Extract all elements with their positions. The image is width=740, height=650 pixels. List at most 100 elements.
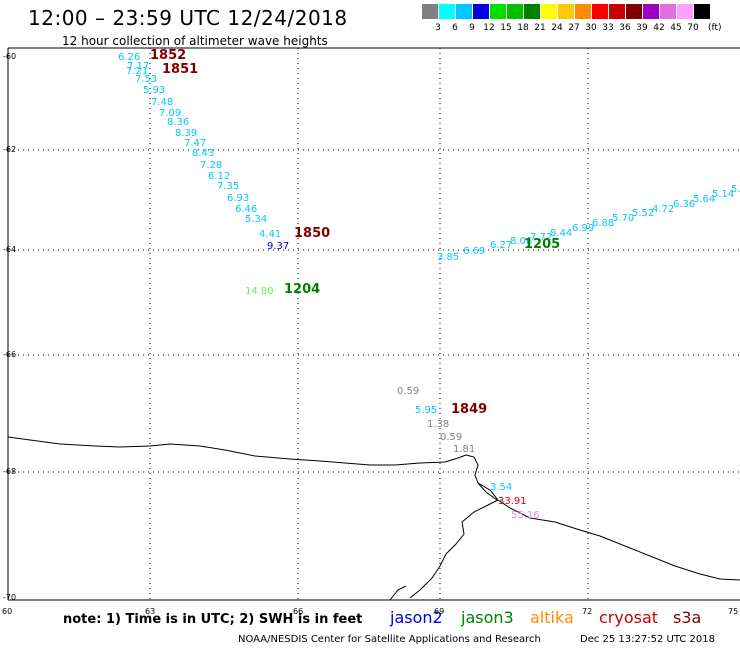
satellite-name: s3a	[673, 608, 702, 627]
amery-ice-shelf-coast	[409, 499, 499, 599]
wave-height-label: 33.91	[498, 496, 527, 507]
longitude-label: 63	[145, 607, 156, 616]
legend-label: 12	[483, 23, 495, 33]
latitude-label: -70	[3, 593, 17, 602]
wave-height-label: 7.21	[126, 66, 149, 77]
pass-time-label: 1204	[284, 282, 321, 297]
pass-time-label: 1852	[150, 48, 187, 63]
legend-label: 27	[568, 23, 580, 33]
wave-height-label: 7.53	[135, 74, 158, 85]
legend-swatch	[558, 4, 574, 19]
wave-height-label: 4.72	[652, 204, 675, 215]
latitude-label: -62	[3, 145, 17, 154]
satellite-name: jason3	[461, 608, 514, 627]
map-subtitle: 12 hour collection of altimeter wave hei…	[62, 34, 328, 48]
wave-height-label: 7.72	[530, 232, 553, 243]
wave-height-label: 5.70	[612, 213, 635, 224]
wave-height-label: 5.93	[143, 85, 166, 96]
wave-height-label: 7.28	[200, 160, 223, 171]
longitude-label: 69	[434, 607, 445, 616]
footer-note: note: 1) Time is in UTC; 2) SWH is in fe…	[63, 612, 363, 627]
wave-height-label: 8.06	[510, 236, 533, 247]
legend-swatch	[456, 4, 472, 19]
coastline	[7, 436, 740, 601]
wave-height-label: 55.16	[511, 510, 540, 521]
legend-label: 39	[636, 23, 648, 33]
wave-height-label: 6.69	[463, 246, 486, 257]
map-title: 12:00 – 23:59 UTC 12/24/2018	[28, 6, 348, 30]
wave-height-label: 7.48	[151, 97, 174, 108]
longitude-label: 72	[582, 607, 593, 616]
wave-height-label: 5.64	[693, 194, 716, 205]
legend-swatch	[575, 4, 591, 19]
timestamp: Dec 25 13:27:52 UTC 2018	[580, 634, 715, 645]
wave-height-label: 7.09	[159, 108, 182, 119]
antarctic-coast	[7, 436, 740, 581]
wave-height-label: 3.85	[437, 252, 460, 263]
color-legend: 3 6 9 12 15 18 21 24 27 30 33 36 39 42 45 70	[422, 4, 740, 38]
latitude-label: -68	[3, 467, 17, 476]
satellite-name: altika	[530, 608, 574, 627]
wave-height-label: 9.37	[267, 241, 290, 252]
legend-label: 33	[602, 23, 614, 33]
latitude-label: -66	[3, 350, 17, 359]
legend-label: 36	[619, 23, 631, 33]
legend-label: 9	[469, 23, 475, 33]
wave-height-label: 1.81	[453, 444, 476, 455]
wave-height-label: 7.17	[127, 61, 150, 72]
longitude-label: 66	[293, 607, 304, 616]
wave-height-label: 14.80	[245, 286, 274, 297]
legend-unit: (ft)	[708, 23, 722, 33]
credit-line: NOAA/NESDIS Center for Satellite Applica…	[238, 634, 541, 645]
longitude-label: 75	[728, 607, 739, 616]
wave-height-label: 8.44	[550, 228, 573, 239]
wave-height-label: 5.14	[712, 189, 735, 200]
legend-swatch	[626, 4, 642, 19]
legend-label: 15	[500, 23, 512, 33]
wave-height-label: 6.27	[490, 240, 513, 251]
wave-height-label: 6.36	[673, 199, 696, 210]
latitude-label: -64	[3, 245, 17, 254]
legend-label: 3	[435, 23, 441, 33]
wave-height-label: 0.59	[440, 432, 463, 443]
legend-swatch	[677, 4, 693, 19]
legend-label: 30	[585, 23, 597, 33]
legend-label: 45	[670, 23, 682, 33]
wave-height-label: 6.12	[208, 171, 231, 182]
legend-swatch	[694, 4, 710, 19]
legend-swatch	[422, 4, 438, 19]
wave-height-label: 6.46	[235, 204, 258, 215]
legend-label: 6	[452, 23, 458, 33]
map-frame	[7, 47, 740, 601]
wave-height-label: 5.34	[245, 214, 268, 225]
longitude-label: 60	[2, 607, 13, 616]
legend-swatch	[609, 4, 625, 19]
wave-height-label: 4.41	[259, 229, 282, 240]
legend-swatch	[643, 4, 659, 19]
wave-height-label: 6.99	[572, 223, 595, 234]
inland-coast	[389, 585, 407, 601]
legend-label: 24	[551, 23, 563, 33]
legend-swatch	[592, 4, 608, 19]
legend-swatch	[660, 4, 676, 19]
legend-swatch	[439, 4, 455, 19]
pass-time-label: 1851	[162, 62, 199, 77]
wave-height-label: 8.43	[192, 148, 215, 159]
wave-height-label: 3.54	[490, 482, 513, 493]
latitude-label: -60	[3, 52, 17, 61]
wave-height-label: 5.	[731, 184, 740, 195]
legend-label: 42	[653, 23, 665, 33]
legend-swatch	[524, 4, 540, 19]
satellite-name: jason2	[390, 608, 443, 627]
wave-height-label: 5.95	[415, 405, 438, 416]
satellite-name: cryosat	[599, 608, 659, 627]
graticule	[8, 48, 740, 600]
wave-height-label: 5.52	[632, 208, 655, 219]
wave-height-label: 7.35	[217, 181, 240, 192]
legend-label: 18	[517, 23, 529, 33]
wave-height-label: 6.93	[227, 193, 250, 204]
legend-swatch	[473, 4, 489, 19]
wave-height-label: 1.38	[427, 419, 450, 430]
pass-time-label: 1849	[451, 402, 488, 417]
